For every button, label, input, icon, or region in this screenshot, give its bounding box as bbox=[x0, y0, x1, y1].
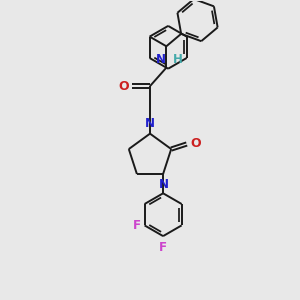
Text: O: O bbox=[118, 80, 129, 93]
Text: O: O bbox=[190, 137, 201, 150]
Text: N: N bbox=[156, 53, 166, 66]
Text: N: N bbox=[159, 178, 169, 191]
Text: H: H bbox=[173, 53, 183, 66]
Text: F: F bbox=[132, 219, 140, 232]
Text: F: F bbox=[159, 241, 167, 254]
Text: N: N bbox=[144, 117, 154, 130]
